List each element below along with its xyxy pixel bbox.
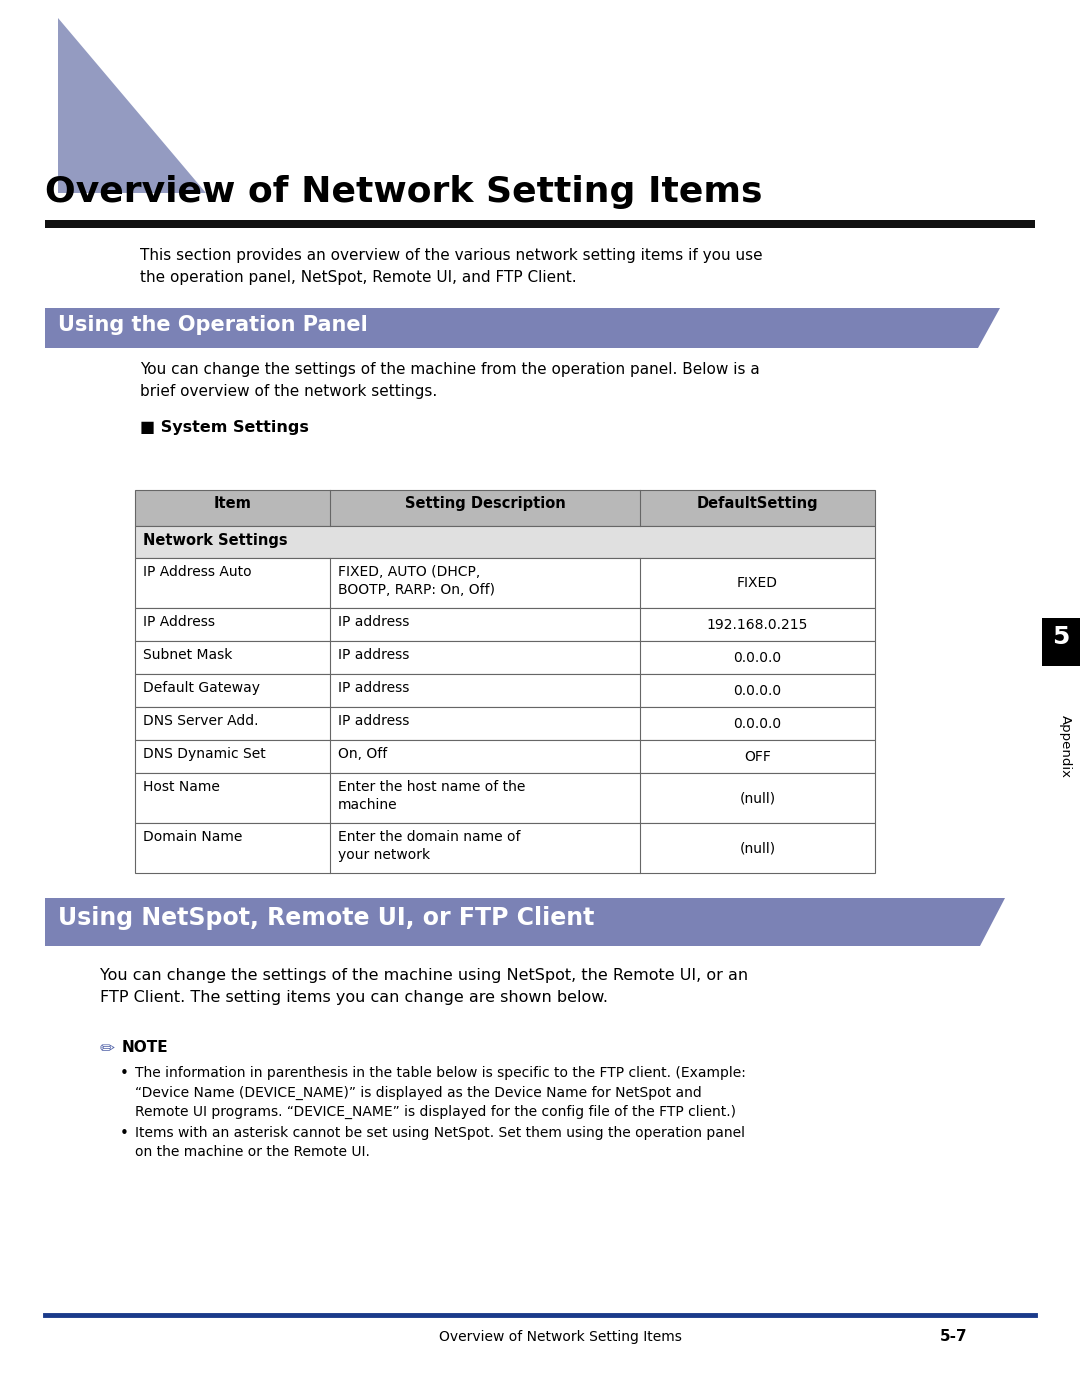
Text: On, Off: On, Off: [338, 747, 388, 761]
Bar: [1042, 618, 1080, 666]
Bar: [135, 675, 875, 706]
Text: You can change the settings of the machine from the operation panel. Below is a
: You can change the settings of the machi…: [140, 362, 759, 398]
Text: 0.0.0.0: 0.0.0.0: [733, 683, 782, 698]
Text: 192.168.0.215: 192.168.0.215: [706, 618, 808, 632]
Bar: [135, 773, 875, 823]
Text: Subnet Mask: Subnet Mask: [143, 648, 232, 662]
Text: DefaultSetting: DefaultSetting: [697, 496, 819, 511]
Text: •: •: [120, 1066, 129, 1081]
Text: •: •: [120, 1126, 129, 1141]
Text: Setting Description: Setting Description: [405, 496, 565, 511]
Text: FIXED, AUTO (DHCP,
BOOTP, RARP: On, Off): FIXED, AUTO (DHCP, BOOTP, RARP: On, Off): [338, 565, 495, 597]
Text: The information in parenthesis in the table below is specific to the FTP client.: The information in parenthesis in the ta…: [135, 1066, 746, 1119]
Text: 5: 5: [1052, 625, 1069, 650]
Text: (null): (null): [740, 841, 775, 855]
Text: OFF: OFF: [744, 750, 771, 763]
Text: 5-7: 5-7: [940, 1328, 968, 1344]
Text: Enter the domain name of
your network: Enter the domain name of your network: [338, 830, 521, 862]
Bar: [135, 558, 875, 608]
Text: FIXED: FIXED: [737, 576, 778, 590]
Bar: [135, 526, 875, 558]
Bar: [135, 608, 875, 641]
Text: Default Gateway: Default Gateway: [143, 682, 260, 695]
Text: DNS Dynamic Set: DNS Dynamic Set: [143, 747, 266, 761]
Polygon shape: [58, 18, 206, 193]
Polygon shape: [45, 308, 1000, 348]
Text: NOTE: NOTE: [122, 1040, 168, 1055]
Bar: [135, 490, 875, 526]
Text: DNS Server Add.: DNS Server Add.: [143, 713, 258, 727]
Text: Using NetSpot, Remote UI, or FTP Client: Using NetSpot, Remote UI, or FTP Client: [58, 906, 594, 930]
Text: Enter the host name of the
machine: Enter the host name of the machine: [338, 780, 525, 812]
Text: (null): (null): [740, 791, 775, 805]
Text: IP Address: IP Address: [143, 615, 215, 629]
Text: Domain Name: Domain Name: [143, 830, 242, 844]
Text: 0.0.0.0: 0.0.0.0: [733, 651, 782, 665]
Text: ✏: ✏: [100, 1040, 116, 1058]
Text: IP address: IP address: [338, 615, 409, 629]
Text: IP address: IP address: [338, 682, 409, 695]
Text: Item: Item: [214, 496, 252, 511]
Text: You can change the settings of the machine using NetSpot, the Remote UI, or an
F: You can change the settings of the machi…: [100, 967, 748, 1005]
Text: IP address: IP address: [338, 648, 409, 662]
Polygon shape: [45, 898, 1005, 947]
Text: Items with an asterisk cannot be set using NetSpot. Set them using the operation: Items with an asterisk cannot be set usi…: [135, 1126, 745, 1159]
Text: Overview of Network Setting Items: Overview of Network Setting Items: [45, 175, 762, 210]
Text: IP address: IP address: [338, 713, 409, 727]
Text: Host Name: Host Name: [143, 780, 220, 794]
Bar: [135, 706, 875, 740]
Text: ■ System Settings: ■ System Settings: [140, 421, 309, 434]
Text: Appendix: Appendix: [1058, 715, 1071, 777]
Text: This section provides an overview of the various network setting items if you us: This section provides an overview of the…: [140, 248, 762, 285]
Text: Network Settings: Network Settings: [143, 533, 287, 548]
Bar: [45, 221, 1035, 228]
Text: Using the Operation Panel: Using the Operation Panel: [58, 315, 368, 335]
Text: IP Address Auto: IP Address Auto: [143, 565, 252, 579]
Bar: [135, 641, 875, 675]
Bar: [135, 740, 875, 773]
Text: Overview of Network Setting Items: Overview of Network Setting Items: [438, 1330, 681, 1344]
Text: 0.0.0.0: 0.0.0.0: [733, 716, 782, 730]
Bar: [135, 823, 875, 873]
